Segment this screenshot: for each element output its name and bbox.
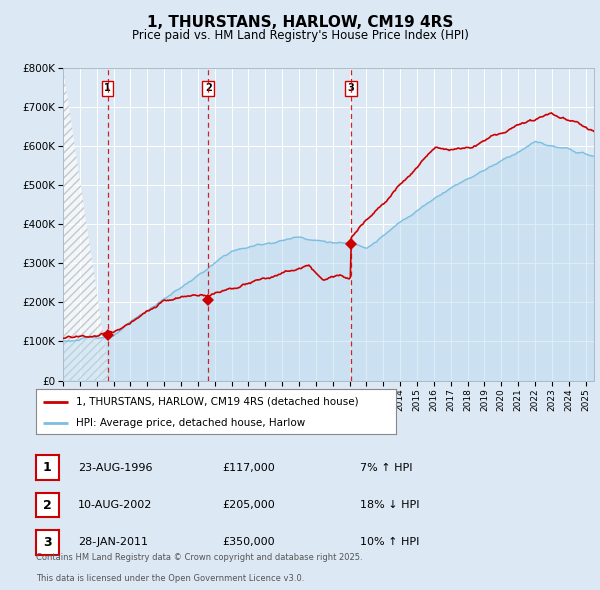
Text: 7% ↑ HPI: 7% ↑ HPI — [360, 463, 413, 473]
Text: 28-JAN-2011: 28-JAN-2011 — [78, 537, 148, 547]
Text: 18% ↓ HPI: 18% ↓ HPI — [360, 500, 419, 510]
Text: £350,000: £350,000 — [222, 537, 275, 547]
Text: Contains HM Land Registry data © Crown copyright and database right 2025.: Contains HM Land Registry data © Crown c… — [36, 553, 362, 562]
Polygon shape — [63, 68, 110, 381]
Text: 3: 3 — [347, 84, 354, 93]
Text: 2: 2 — [205, 84, 212, 93]
Text: This data is licensed under the Open Government Licence v3.0.: This data is licensed under the Open Gov… — [36, 574, 304, 583]
Text: £205,000: £205,000 — [222, 500, 275, 510]
Text: 23-AUG-1996: 23-AUG-1996 — [78, 463, 152, 473]
Text: 1, THURSTANS, HARLOW, CM19 4RS (detached house): 1, THURSTANS, HARLOW, CM19 4RS (detached… — [76, 397, 358, 407]
Text: Price paid vs. HM Land Registry's House Price Index (HPI): Price paid vs. HM Land Registry's House … — [131, 30, 469, 42]
Text: 1: 1 — [104, 84, 111, 93]
Text: 3: 3 — [43, 536, 52, 549]
Text: HPI: Average price, detached house, Harlow: HPI: Average price, detached house, Harl… — [76, 418, 305, 428]
Text: £117,000: £117,000 — [222, 463, 275, 473]
Text: 1, THURSTANS, HARLOW, CM19 4RS: 1, THURSTANS, HARLOW, CM19 4RS — [147, 15, 453, 30]
Text: 10-AUG-2002: 10-AUG-2002 — [78, 500, 152, 510]
Text: 1: 1 — [43, 461, 52, 474]
Text: 10% ↑ HPI: 10% ↑ HPI — [360, 537, 419, 547]
Text: 2: 2 — [43, 499, 52, 512]
